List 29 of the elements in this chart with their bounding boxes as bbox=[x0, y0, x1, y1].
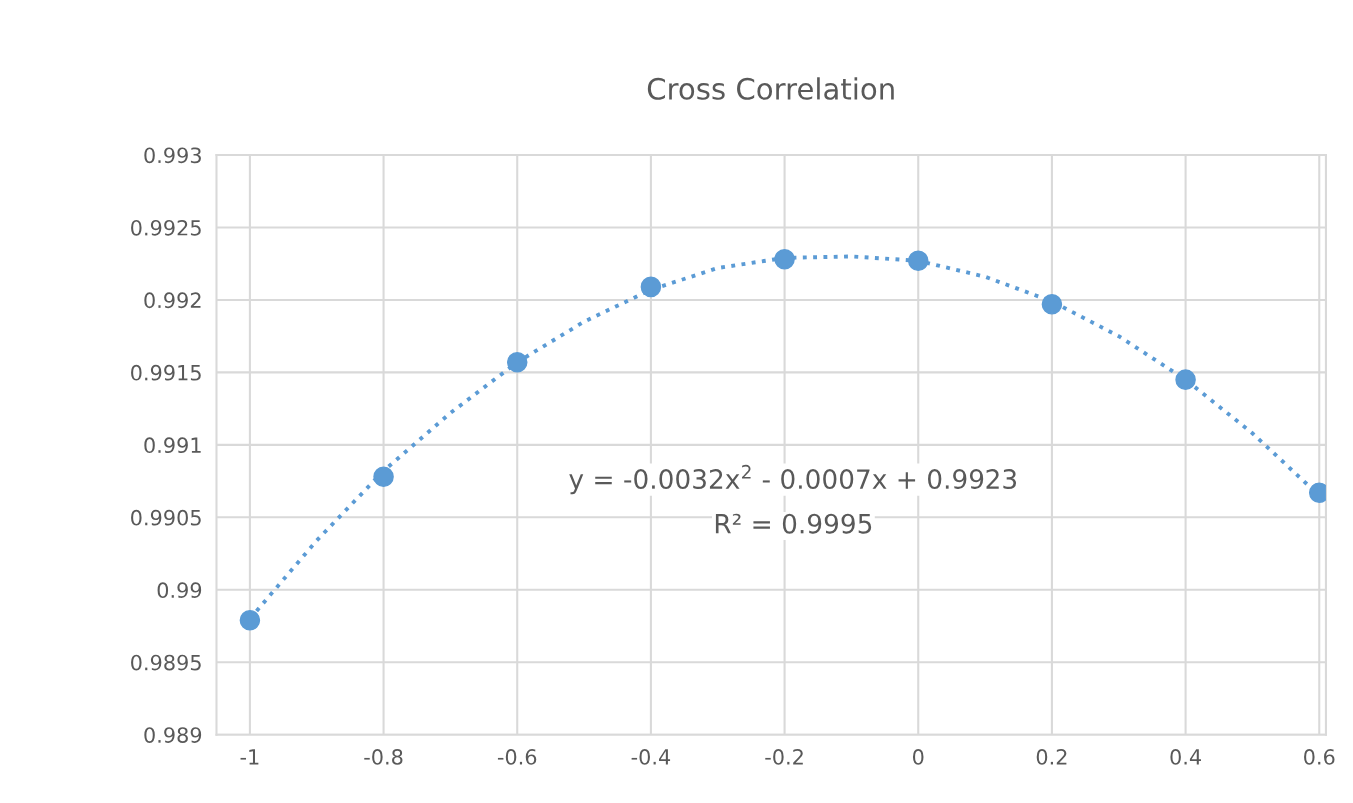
x-tick-label: -1 bbox=[240, 749, 259, 765]
y-tick-label: 0.9925 bbox=[131, 219, 201, 236]
y-tick-label: 0.9915 bbox=[131, 364, 201, 381]
y-tick-label: 0.991 bbox=[144, 437, 201, 454]
y-tick-label: 0.99 bbox=[157, 582, 202, 599]
point bbox=[1041, 294, 1063, 315]
chart-title: Cross Correlation bbox=[647, 77, 894, 100]
point bbox=[1175, 369, 1196, 390]
x-tick-label: -0.8 bbox=[364, 749, 403, 765]
x-tick-label: 0.4 bbox=[1170, 749, 1201, 765]
point bbox=[239, 609, 261, 631]
point bbox=[640, 276, 662, 298]
x-tick-label: 0 bbox=[912, 749, 924, 765]
y-tick-label: 0.9905 bbox=[131, 509, 201, 526]
x-tick-label: -0.6 bbox=[497, 749, 537, 765]
y-tick-label: 0.993 bbox=[144, 147, 201, 164]
y-tick-label: 0.989 bbox=[144, 727, 202, 743]
point bbox=[907, 250, 929, 272]
x-tick-label: 0.2 bbox=[1036, 749, 1067, 765]
point bbox=[774, 249, 795, 270]
x-tick-label: -0.4 bbox=[631, 749, 671, 765]
y-tick-label: 0.9895 bbox=[131, 654, 201, 671]
point bbox=[506, 351, 528, 373]
annotation: R² = 0.9995 bbox=[715, 513, 872, 534]
x-tick-label: -0.2 bbox=[765, 749, 803, 765]
x-tick-label: 0.6 bbox=[1304, 749, 1335, 765]
point bbox=[373, 466, 394, 488]
annotation: y = -0.0032x$^{2}$ - 0.0007x + 0.9923 bbox=[569, 464, 1017, 495]
y-tick-label: 0.992 bbox=[144, 292, 201, 309]
